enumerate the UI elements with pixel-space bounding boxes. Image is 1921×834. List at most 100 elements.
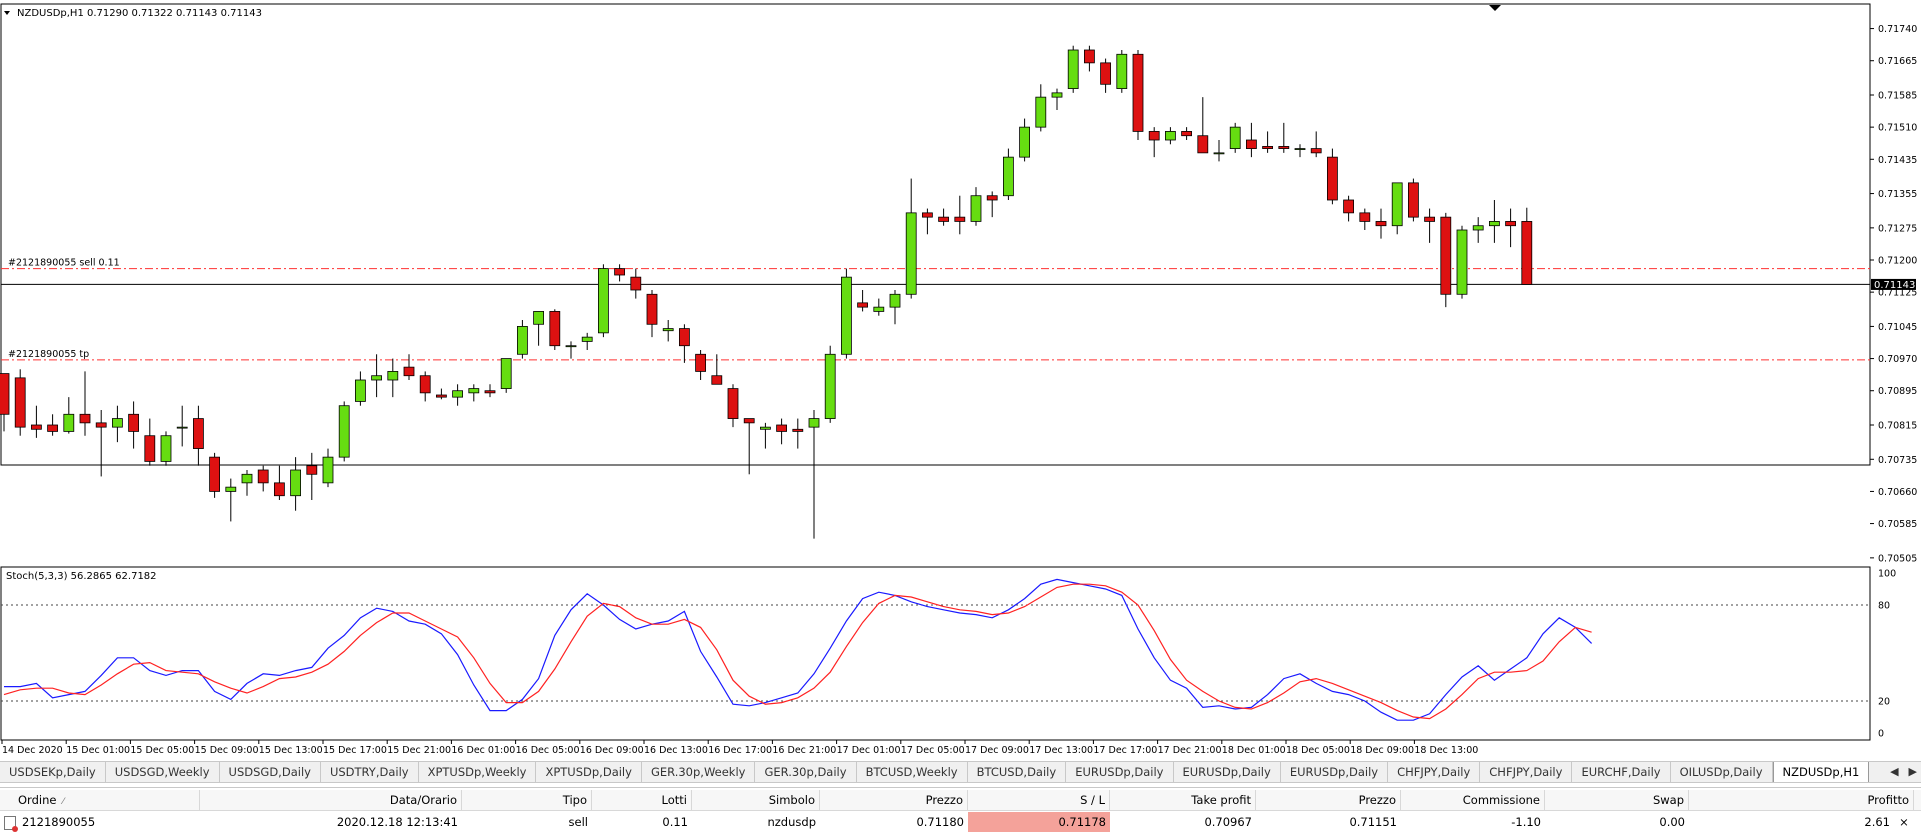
stochastic-panel[interactable] (0, 566, 1871, 741)
bearish-candle (549, 311, 561, 347)
bearish-candle (1181, 131, 1192, 137)
bearish-candle (209, 456, 221, 492)
chart-tab[interactable]: USDSEKp,Daily (0, 762, 106, 782)
column-header-lots[interactable]: Lotti (592, 790, 692, 810)
chart-tab[interactable]: CHFJPY,Daily (1388, 762, 1481, 782)
chart-canvas[interactable]: 0.71740 0.71665 0.71585 0.71510 0.71435 0.713… (0, 0, 1921, 757)
price-axis-label: 0.71665 (1878, 56, 1917, 67)
chart-tab[interactable]: OILUSDp,Daily (1671, 762, 1773, 782)
chart-menu-triangle-icon[interactable] (4, 11, 10, 15)
chart-tab[interactable]: GER.30p,Daily (755, 762, 857, 782)
time-axis-label: 16 Dec 17:00 (708, 745, 772, 756)
bearish-candle (679, 328, 690, 347)
trade-row[interactable]: 2121890055 2020.12.18 12:13:41 sell 0.11… (0, 812, 1921, 832)
price-axis: 0.71740 0.71665 0.71585 0.71510 0.71435 0.713… (1870, 24, 1917, 564)
chart-tab[interactable]: BTCUSD,Daily (968, 762, 1067, 782)
column-header-type[interactable]: Tipo (462, 790, 592, 810)
time-axis: 14 Dec 2020 15 Dec 01:00 15 Dec 05:00 15 De… (1, 740, 1478, 756)
current-price-tag-label: 0.71143 (1874, 280, 1915, 291)
price-panel[interactable] (0, 3, 1871, 466)
bullish-candle (500, 358, 512, 389)
price-axis-label: 0.71510 (1878, 123, 1917, 134)
column-header-time[interactable]: Data/Orario (200, 790, 462, 810)
bullish-candle (517, 326, 528, 355)
price-axis-label: 0.71275 (1878, 223, 1917, 234)
bearish-candle (1084, 49, 1095, 64)
chart-tab[interactable]: GER.30p,Weekly (642, 762, 756, 782)
time-axis-label: 17 Dec 09:00 (965, 745, 1029, 756)
terminal-trade-panel: Ordine ⁄ Data/Orario Tipo Lotti Simbolo P… (0, 787, 1921, 834)
bullish-candle (322, 456, 334, 484)
price-axis-label: 0.71585 (1878, 91, 1917, 102)
chart-tab[interactable]: USDTRY,Daily (321, 762, 419, 782)
bearish-candle (403, 366, 415, 377)
chart-window[interactable]: 0.71740 0.71665 0.71585 0.71510 0.71435 0.713… (0, 0, 1921, 757)
bearish-candle (646, 293, 658, 325)
bearish-candle (435, 394, 447, 398)
chart-tab[interactable]: EURUSDp,Daily (1281, 762, 1389, 782)
chart-tab[interactable]: USDSGD,Weekly (106, 762, 220, 782)
time-axis-label: 16 Dec 05:00 (516, 745, 580, 756)
stochastic-axis-label: 100 (1878, 569, 1896, 580)
bullish-candle (1019, 126, 1030, 158)
tab-scroll-right-icon[interactable]: ▶ (1908, 764, 1917, 778)
tab-scroll-left-icon[interactable]: ◀ (1890, 764, 1899, 778)
column-header-swap[interactable]: Swap (1545, 790, 1689, 810)
chart-tab[interactable]: USDSGD,Daily (220, 762, 321, 782)
price-axis-label: 0.71435 (1878, 155, 1917, 166)
price-axis-label: 0.70970 (1878, 354, 1917, 365)
time-axis-label: 17 Dec 21:00 (1158, 745, 1222, 756)
column-header-current-price[interactable]: Prezzo (1256, 790, 1401, 810)
bullish-candle (354, 379, 366, 402)
column-header-price[interactable]: Prezzo (820, 790, 968, 810)
time-axis-label: 16 Dec 01:00 (451, 745, 515, 756)
bullish-candle (760, 426, 771, 430)
chart-tab[interactable]: EURUSDp,Daily (1066, 762, 1174, 782)
chart-shift-marker-icon[interactable] (1489, 5, 1501, 11)
trade-take-profit[interactable]: 0.70967 (1204, 815, 1252, 829)
chart-tab[interactable]: XPTUSDp,Daily (536, 762, 642, 782)
bullish-candle (581, 336, 593, 342)
column-header-symbol[interactable]: Simbolo (692, 790, 820, 810)
bearish-candle (1148, 131, 1160, 141)
trade-stop-loss[interactable]: 0.71178 (968, 812, 1110, 832)
bearish-candle (1100, 62, 1111, 85)
chart-tab[interactable]: XPTUSDp,Weekly (419, 762, 537, 782)
column-header-order[interactable]: Ordine ⁄ (0, 790, 200, 810)
time-axis-label: 18 Dec 05:00 (1286, 745, 1350, 756)
time-axis-label: 17 Dec 13:00 (1029, 745, 1093, 756)
bearish-candle (776, 424, 787, 432)
price-axis-label: 0.71355 (1878, 189, 1917, 200)
price-axis-label: 0.70815 (1878, 421, 1917, 432)
bullish-candle (662, 328, 674, 332)
stochastic-axis-label: 80 (1878, 601, 1890, 612)
column-header-sl[interactable]: S / L (968, 790, 1110, 810)
chart-tab[interactable]: CHFJPY,Daily (1480, 762, 1573, 782)
bullish-candle (1003, 156, 1014, 197)
bullish-candle (565, 345, 577, 348)
bullish-candle (468, 388, 480, 394)
chart-tab[interactable]: EURUSDp,Daily (1174, 762, 1281, 782)
price-axis-label: 0.71200 (1878, 256, 1917, 267)
trade-open-price: 0.71180 (916, 815, 964, 829)
bullish-candle (598, 268, 609, 334)
bearish-candle (938, 216, 949, 222)
chart-tab[interactable]: NZDUSDp,H1 (1772, 762, 1870, 782)
bearish-candle (1505, 221, 1516, 227)
trade-commission: -1.10 (1511, 815, 1541, 829)
chart-tab[interactable]: EURCHF,Daily (1572, 762, 1671, 782)
bearish-candle (1310, 148, 1322, 154)
bullish-candle (387, 371, 399, 381)
bullish-candle (1391, 182, 1403, 227)
column-header-take-profit[interactable]: Take profit (1110, 790, 1256, 810)
close-order-icon[interactable]: × (1899, 815, 1909, 829)
column-header-profit[interactable]: Profitto (1689, 790, 1914, 810)
stochastic-main-line (4, 578, 1593, 721)
trade-profit: 2.61 (1864, 815, 1890, 829)
bullish-candle (225, 486, 237, 492)
time-axis-label: 16 Dec 21:00 (772, 745, 836, 756)
chart-tab[interactable]: BTCUSD,Weekly (857, 762, 968, 782)
bearish-candle (306, 465, 318, 475)
bearish-candle (0, 373, 10, 415)
column-header-commission[interactable]: Commissione (1401, 790, 1545, 810)
